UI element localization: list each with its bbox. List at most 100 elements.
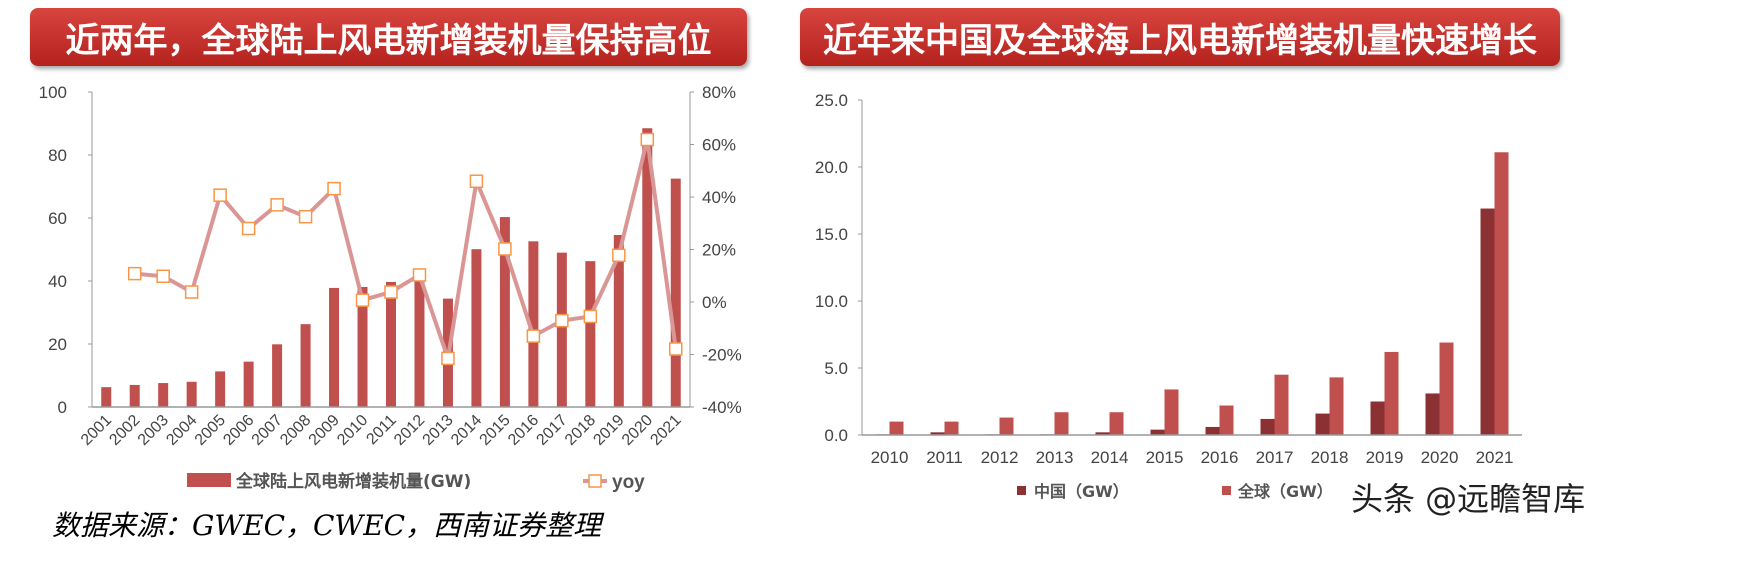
- x-tick-label: 2005: [192, 412, 229, 449]
- left-tick-label: 100: [39, 83, 67, 102]
- bar-china-2016: [1205, 426, 1220, 435]
- yoy-marker-2012: [412, 268, 427, 282]
- bar-china-2015: [1150, 429, 1165, 435]
- bar-china-2014: [1095, 432, 1110, 435]
- bar-global-2010: [889, 421, 904, 435]
- bar-china-2019: [1370, 401, 1385, 435]
- bar-2019: [613, 235, 624, 407]
- yoy-marker-2011: [384, 285, 398, 299]
- source-note: 数据来源：GWEC，CWEC，西南证券整理: [52, 509, 602, 542]
- x-tick-label: 2010: [871, 448, 909, 467]
- bar-2006: [243, 361, 254, 407]
- x-tick-label: 2021: [647, 412, 684, 449]
- x-tick-label: 2020: [1421, 448, 1459, 467]
- bar-global-2017: [1274, 374, 1289, 435]
- x-tick-label: 2008: [277, 412, 314, 449]
- y-tick-label: 10.0: [815, 292, 848, 311]
- yoy-marker-2008: [298, 209, 313, 224]
- x-tick-label: 2013: [420, 412, 457, 449]
- bar-global-2011: [944, 421, 959, 435]
- y-tick-label: 20.0: [815, 158, 848, 177]
- right-tick-label: 0%: [702, 293, 727, 312]
- bar-china-2017: [1260, 418, 1275, 435]
- bar-global-2020: [1439, 342, 1454, 435]
- x-tick-label: 2014: [1091, 448, 1129, 467]
- bar-2011: [386, 281, 396, 407]
- yoy-marker-2016: [526, 329, 541, 343]
- yoy-marker-2009: [327, 181, 341, 196]
- x-tick-label: 2015: [477, 412, 514, 449]
- x-tick-label: 2013: [1036, 448, 1074, 467]
- x-tick-label: 2002: [106, 412, 143, 449]
- bar-2004: [186, 381, 197, 407]
- right-tick-label: 60%: [702, 136, 736, 155]
- left-chart-title: 近两年，全球陆上风电新增装机量保持高位: [30, 8, 747, 66]
- yoy-marker-2017: [555, 313, 569, 328]
- y-tick-label: 0.0: [824, 426, 848, 445]
- yoy-marker-2006: [241, 221, 256, 236]
- yoy-marker-2018: [583, 309, 598, 324]
- bar-global-2012: [999, 417, 1014, 435]
- left-tick-label: 20: [48, 335, 67, 354]
- x-tick-label: 2011: [363, 412, 399, 448]
- bar-2020: [642, 128, 653, 407]
- legend-marker: [588, 474, 602, 488]
- x-tick-label: 2017: [1256, 448, 1294, 467]
- x-tick-label: 2016: [505, 412, 542, 449]
- yoy-marker-2003: [156, 269, 170, 284]
- bar-2016: [528, 241, 539, 407]
- legend-global-label: 全球（GW）: [1237, 482, 1333, 501]
- x-tick-label: 2001: [78, 412, 115, 449]
- bar-global-2018: [1329, 377, 1344, 435]
- bar-global-2014: [1109, 412, 1124, 435]
- bar-global-2021: [1494, 152, 1509, 435]
- right-tick-label: 80%: [702, 83, 736, 102]
- yoy-marker-2021: [669, 342, 683, 356]
- x-tick-label: 2014: [448, 412, 485, 449]
- legend-bar-label: 全球陆上风电新增装机量(GW): [235, 471, 471, 492]
- bar-2009: [329, 287, 340, 407]
- bar-china-2011: [930, 432, 945, 435]
- legend-china-swatch: [1017, 486, 1026, 495]
- x-tick-label: 2018: [1311, 448, 1349, 467]
- x-tick-label: 2019: [590, 412, 627, 449]
- y-tick-label: 25.0: [815, 91, 848, 110]
- watermark: 头条 @远瞻智库: [1351, 480, 1586, 518]
- x-tick-label: 2018: [562, 412, 599, 449]
- x-tick-label: 2021: [1476, 448, 1514, 467]
- legend-bar-swatch: [187, 473, 231, 487]
- y-tick-label: 5.0: [824, 359, 848, 378]
- x-tick-label: 2017: [533, 412, 570, 449]
- yoy-marker-2020: [640, 132, 655, 147]
- x-tick-label: 2016: [1201, 448, 1239, 467]
- x-tick-label: 2011: [926, 448, 963, 467]
- bar-2015: [499, 217, 510, 407]
- left-tick-label: 80: [48, 146, 67, 165]
- x-tick-label: 2020: [619, 412, 656, 449]
- yoy-marker-2002: [127, 266, 142, 281]
- bar-2014: [471, 249, 482, 407]
- yoy-marker-2010: [355, 293, 370, 307]
- bar-2003: [158, 383, 169, 407]
- left-tick-label: 0: [58, 398, 67, 417]
- x-tick-label: 2012: [391, 412, 428, 449]
- yoy-marker-2007: [270, 198, 284, 212]
- bar-china-2020: [1425, 393, 1440, 435]
- bar-2002: [129, 384, 140, 407]
- bar-2021: [670, 178, 681, 407]
- bar-2018: [585, 261, 596, 407]
- right-tick-label: 20%: [702, 241, 736, 260]
- legend-line-label: yoy: [612, 472, 645, 493]
- x-tick-label: 2010: [334, 412, 371, 449]
- bar-2007: [272, 344, 283, 407]
- legend-china-label: 中国（GW）: [1034, 482, 1129, 501]
- bar-2005: [215, 371, 226, 407]
- yoy-marker-2015: [498, 242, 512, 256]
- bar-global-2015: [1164, 389, 1179, 435]
- legend-global-swatch: [1222, 486, 1231, 495]
- x-tick-label: 2007: [249, 412, 286, 449]
- yoy-marker-2005: [213, 188, 227, 202]
- yoy-marker-2013: [441, 351, 455, 366]
- bar-2001: [101, 387, 112, 407]
